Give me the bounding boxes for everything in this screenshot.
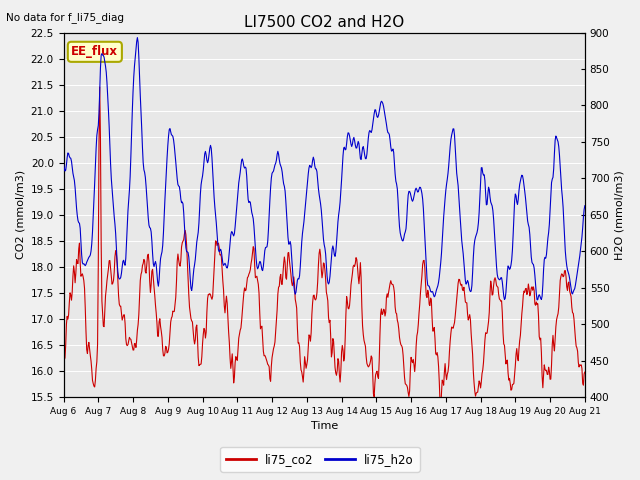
Y-axis label: CO2 (mmol/m3): CO2 (mmol/m3): [15, 170, 25, 259]
Y-axis label: H2O (mmol/m3): H2O (mmol/m3): [615, 170, 625, 260]
Text: EE_flux: EE_flux: [71, 45, 118, 58]
X-axis label: Time: Time: [310, 421, 338, 432]
Legend: li75_co2, li75_h2o: li75_co2, li75_h2o: [220, 447, 420, 472]
Title: LI7500 CO2 and H2O: LI7500 CO2 and H2O: [244, 15, 404, 30]
Text: No data for f_li75_diag: No data for f_li75_diag: [6, 12, 124, 23]
